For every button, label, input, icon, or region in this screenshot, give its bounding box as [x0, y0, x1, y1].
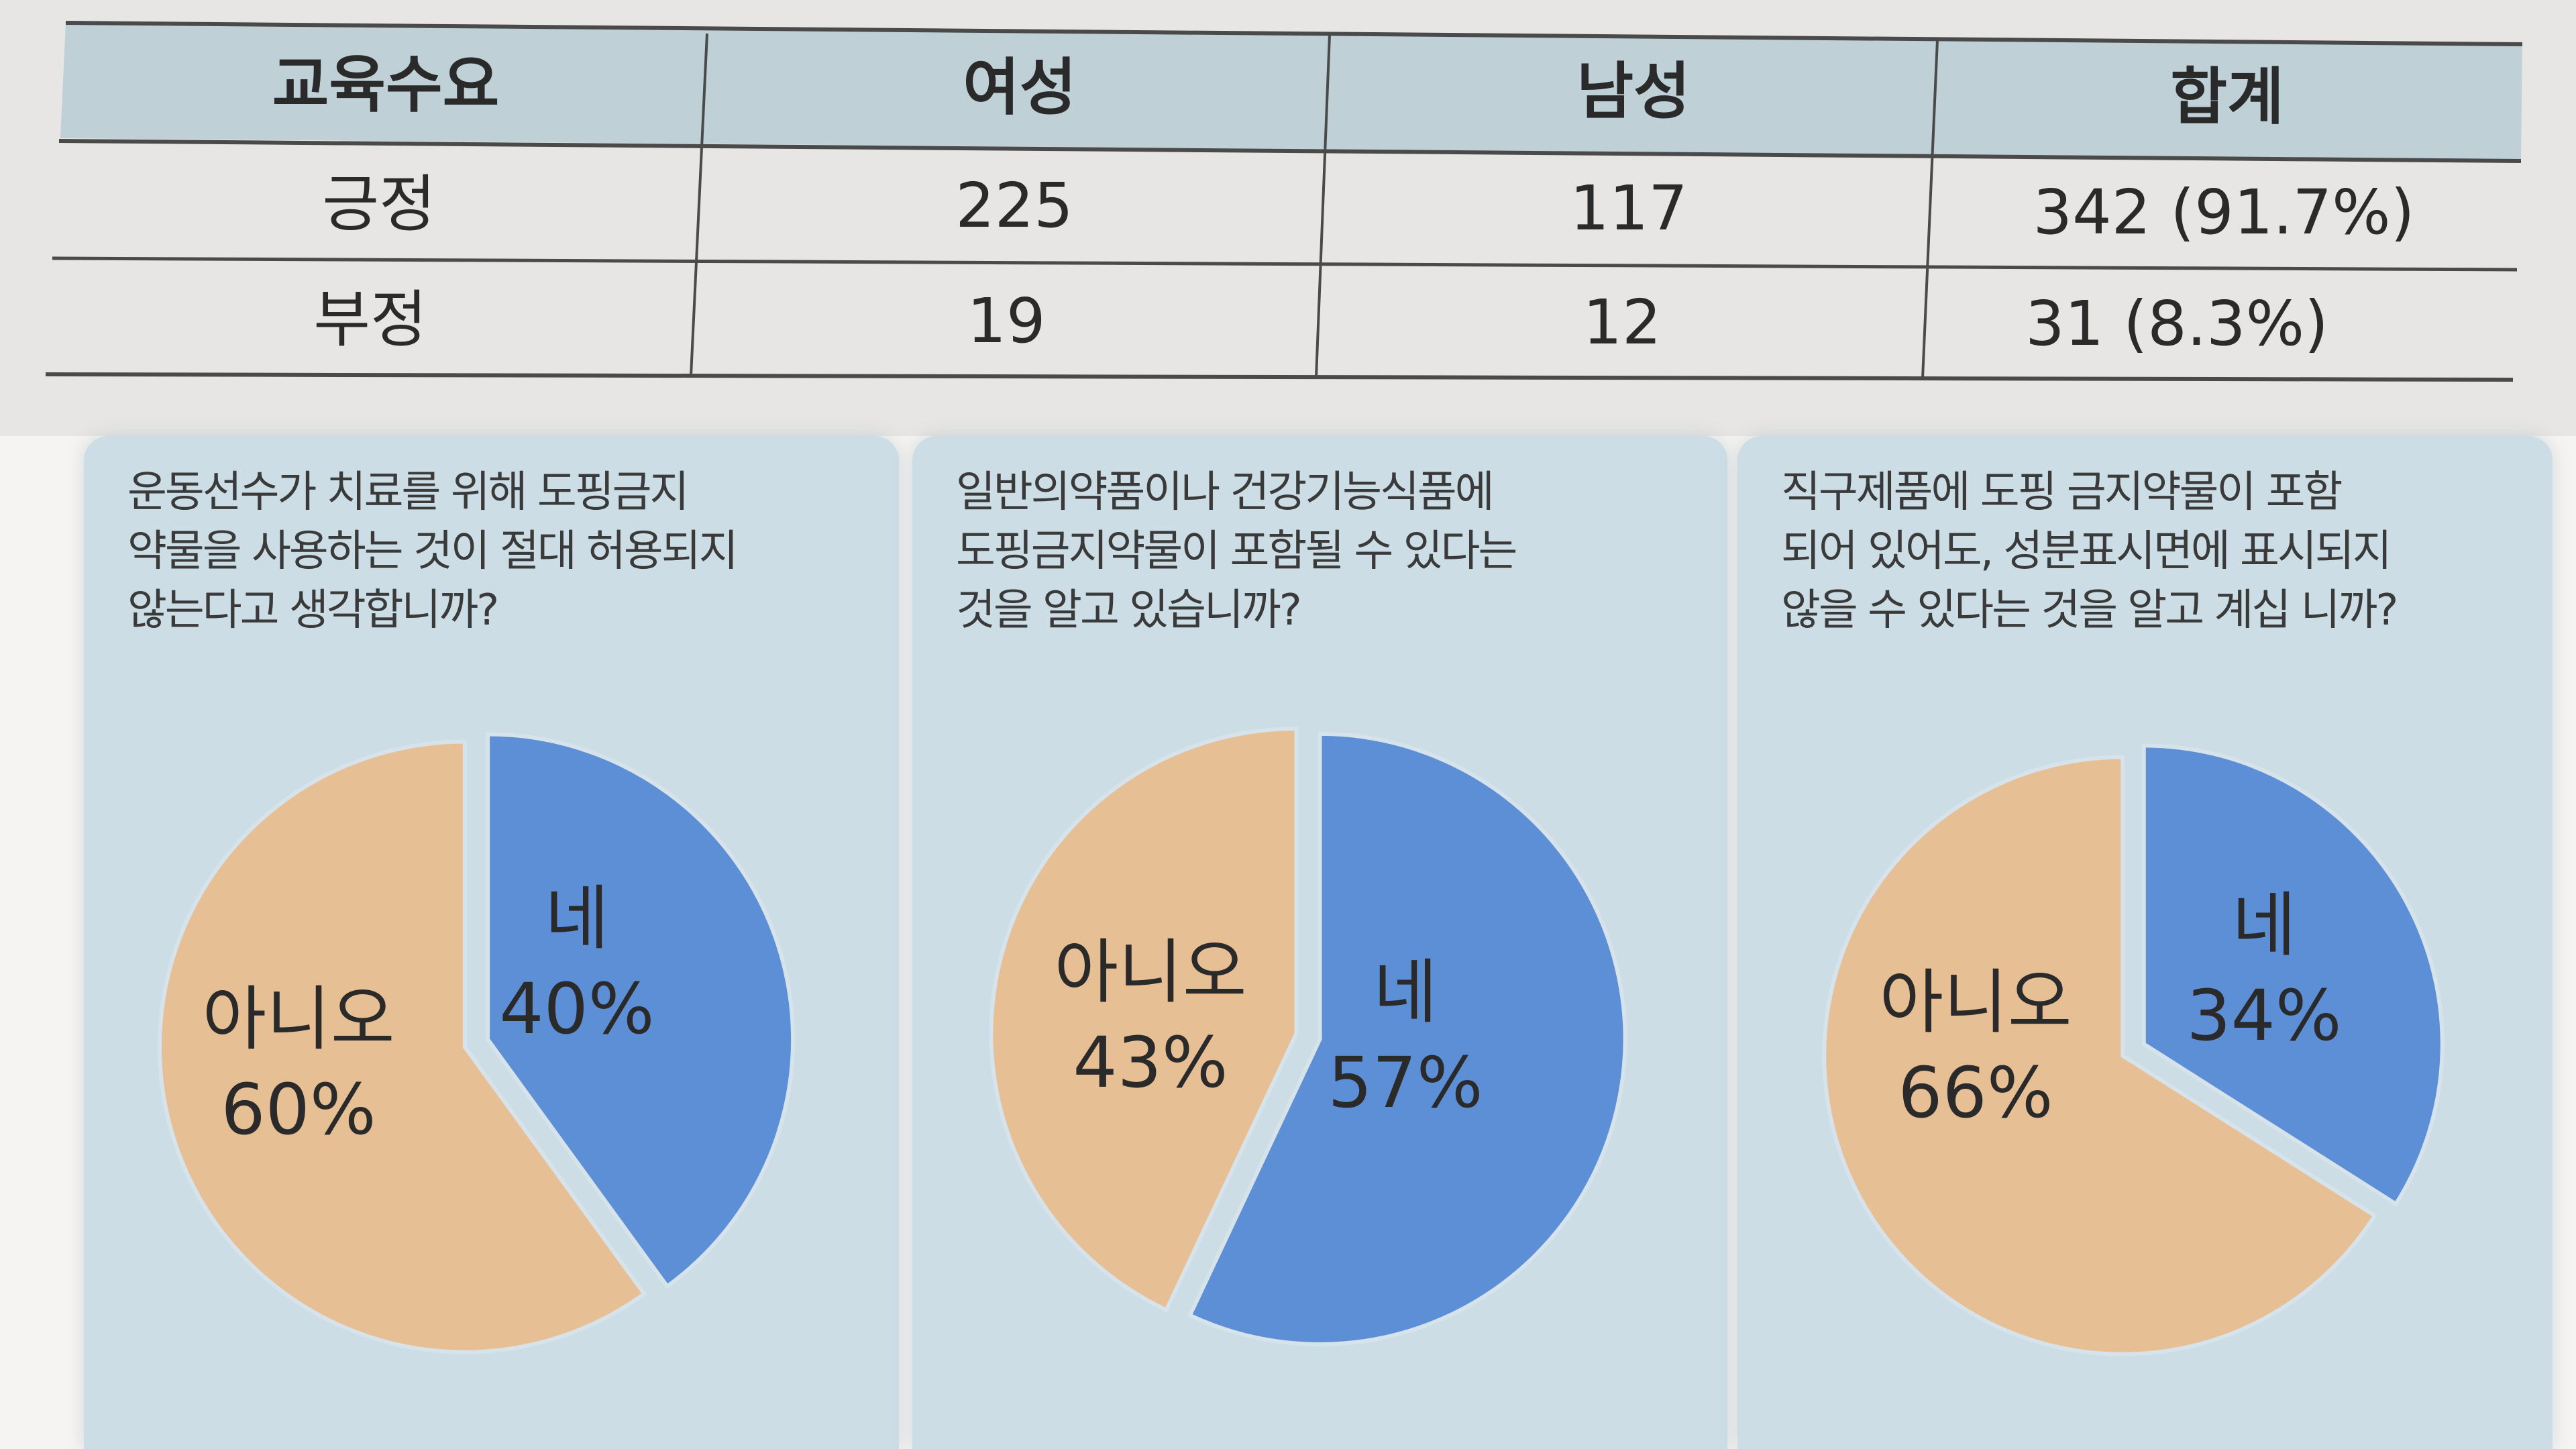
table-cell-positive-label: 긍정 [322, 168, 435, 240]
pie-3-label-no: 아니오 [1879, 961, 2072, 1043]
table-cell-positive-female: 225 [955, 170, 1073, 241]
education-demand-table: 교육수요 여성 남성 합계 긍정 225 117 342 (91.7%) 부정 … [0, 0, 2576, 436]
pie-1-value-no: 60% [221, 1069, 376, 1150]
pie-1-label-no: 아니오 [202, 978, 394, 1060]
pie-1-value-yes: 40% [499, 968, 654, 1050]
pie-2-value-yes: 57% [1328, 1042, 1483, 1124]
pie-3-slice-no [1822, 755, 2378, 1356]
question-2-line-1: 일반의약품이나 건강기능식품에 [956, 468, 1495, 517]
pie-2-slice-no [989, 727, 1299, 1313]
question-2-line-2: 도핑금지약물이 포함될 수 있다는 [956, 527, 1517, 576]
table-cell-negative-total: 31 (8.3%) [2025, 288, 2328, 360]
table-col-divider-1 [690, 33, 708, 376]
survey-pie-panels: 운동선수가 치료를 위해 도핑금지 약물을 사용하는 것이 절대 허용되지 않는… [0, 436, 2576, 1449]
question-3-line-2: 되어 있어도, 성분표시면에 표시되지 [1781, 527, 2392, 576]
survey-question-3: 직구제품에 도핑 금지약물이 포함 되어 있어도, 성분표시면에 표시되지 않을… [1781, 463, 2519, 640]
table-rule-top [65, 21, 2523, 46]
pie-2-label-yes: 네 [1373, 951, 1438, 1033]
table-rule-middle [52, 256, 2518, 272]
question-1-line-1: 운동선수가 치료를 위해 도핑금지 [127, 468, 689, 517]
question-3-line-3: 않을 수 있다는 것을 알고 계십 니까? [1781, 586, 2398, 635]
table-svg: 교육수요 여성 남성 합계 긍정 225 117 342 (91.7%) 부정 … [45, 21, 2523, 382]
pie-1-slice-yes [486, 732, 796, 1289]
table-header-female: 여성 [963, 52, 1076, 123]
table-cell-positive-total: 342 (91.7%) [2033, 176, 2415, 248]
survey-question-1: 운동선수가 치료를 위해 도핑금지 약물을 사용하는 것이 절대 허용되지 않는… [127, 463, 865, 640]
pie-chart-1: 네 40% 아니오 60% [157, 732, 796, 1354]
pie-1-label-yes: 네 [545, 877, 609, 959]
pie-2-slice-yes [1187, 731, 1627, 1346]
pie-3-label-yes: 네 [2232, 884, 2296, 966]
question-3-line-1: 직구제품에 도핑 금지약물이 포함 [1781, 468, 2343, 517]
pie-3-slice-yes [2141, 743, 2445, 1207]
pie-chart-3: 네 34% 아니오 66% [1822, 743, 2445, 1356]
table-header-demand: 교육수요 [272, 49, 500, 121]
table-cell-positive-male: 117 [1570, 172, 1688, 244]
table-rule-header [58, 139, 2522, 163]
table-col-divider-2 [1315, 34, 1331, 378]
table-header-male: 남성 [1576, 56, 1690, 127]
question-1-line-3: 않는다고 생각합니까? [127, 586, 499, 635]
pie-3-value-yes: 34% [2186, 975, 2341, 1057]
table-rule-bottom [45, 372, 2514, 382]
pie-chart-2: 네 57% 아니오 43% [989, 727, 1627, 1346]
table-header-background [60, 23, 2522, 160]
table-col-divider-3 [1921, 40, 1939, 379]
table-header-total: 합계 [2170, 61, 2284, 133]
pie-1-slice-no [157, 739, 647, 1354]
question-2-line-3: 것을 알고 있습니까? [956, 586, 1302, 635]
table-cell-negative-male: 12 [1582, 286, 1661, 358]
pie-3-value-no: 66% [1898, 1052, 2053, 1134]
survey-panel-treatment-use: 운동선수가 치료를 위해 도핑금지 약물을 사용하는 것이 절대 허용되지 않는… [84, 436, 899, 1449]
pie-2-label-no: 아니오 [1054, 931, 1246, 1013]
survey-panel-direct-purchase: 직구제품에 도핑 금지약물이 포함 되어 있어도, 성분표시면에 표시되지 않을… [1737, 436, 2553, 1449]
survey-panel-otc-supplements: 일반의약품이나 건강기능식품에 도핑금지약물이 포함될 수 있다는 것을 알고 … [912, 436, 1727, 1449]
question-1-line-2: 약물을 사용하는 것이 절대 허용되지 [127, 527, 739, 576]
survey-question-2: 일반의약품이나 건강기능식품에 도핑금지약물이 포함될 수 있다는 것을 알고 … [956, 463, 1694, 640]
pie-2-value-no: 43% [1073, 1022, 1228, 1104]
table-cell-negative-female: 19 [967, 285, 1045, 357]
table-cell-negative-label: 부정 [313, 284, 427, 356]
